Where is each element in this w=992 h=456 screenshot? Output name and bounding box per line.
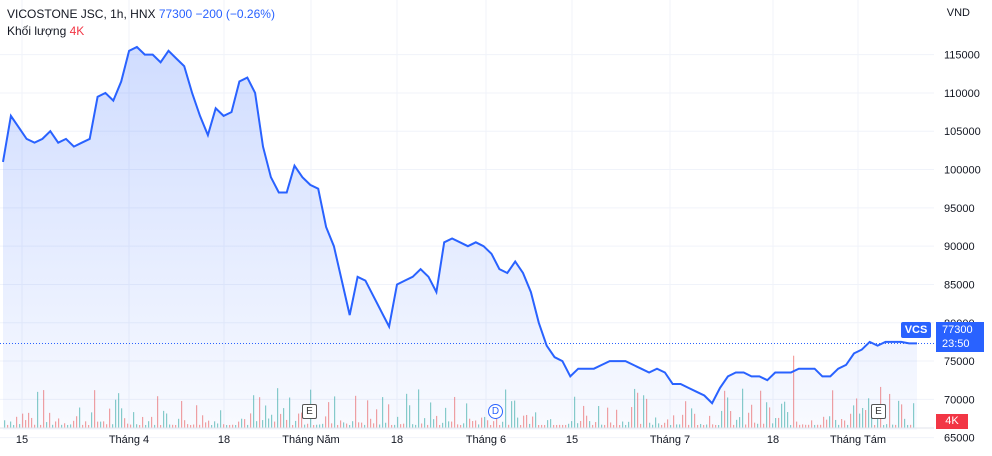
y-tick-label: 90000 <box>944 241 975 253</box>
y-tick-label: 100000 <box>944 165 981 177</box>
x-tick-label: 15 <box>566 434 578 446</box>
legend-volume-label: Khối lượng <box>7 24 67 38</box>
currency-label: VND <box>946 7 970 19</box>
legend-title: VICOSTONE JSC, 1h, HNX <box>7 7 156 21</box>
price-badge-value: 77300 <box>942 324 973 336</box>
earnings-marker[interactable]: E <box>302 404 317 419</box>
x-tick-label: 18 <box>391 434 403 446</box>
legend-title-row: VICOSTONE JSC, 1h, HNX 77300 −200 (−0.26… <box>7 6 275 23</box>
y-tick-label: 70000 <box>944 394 975 406</box>
x-tick-label: 18 <box>218 434 230 446</box>
price-area <box>3 47 917 430</box>
chart-legend: VICOSTONE JSC, 1h, HNX 77300 −200 (−0.26… <box>7 6 275 40</box>
dividend-marker[interactable]: D <box>488 404 503 419</box>
legend-change: −200 (−0.26%) <box>195 7 275 21</box>
legend-volume-value: 4K <box>69 24 85 38</box>
x-tick-label: Tháng 7 <box>650 434 690 446</box>
y-tick-label: 105000 <box>944 126 981 138</box>
time-axis: 15 Tháng 4 18 Tháng Năm 18 Tháng 6 15 Tháng 7 18… <box>16 434 886 446</box>
x-tick-label: Tháng Tám <box>830 434 886 446</box>
y-tick-label: 75000 <box>944 356 975 368</box>
x-tick-label: 18 <box>767 434 779 446</box>
y-tick-label: 85000 <box>944 279 975 291</box>
x-tick-label: Tháng Năm <box>282 434 339 446</box>
symbol-badge: VCS <box>901 322 931 338</box>
x-tick-label: 15 <box>16 434 28 446</box>
y-tick-label: 115000 <box>944 50 980 62</box>
legend-last: 77300 <box>158 7 193 21</box>
y-tick-label: 95000 <box>944 203 975 215</box>
x-tick-label: Tháng 4 <box>109 434 149 446</box>
price-line <box>2 45 917 405</box>
y-tick-label: 65000 <box>944 433 975 445</box>
y-tick-label: 110000 <box>944 88 980 100</box>
earnings-marker[interactable]: E <box>871 404 886 419</box>
x-tick-label: Tháng 6 <box>466 434 506 446</box>
volume-badge: 4K <box>936 414 968 429</box>
price-badge: 77300 23:50 <box>936 322 984 352</box>
legend-volume-row: Khối lượng 4K <box>7 23 275 40</box>
price-axis: 1150001100001050001000009500090000850008… <box>944 50 981 445</box>
price-badge-countdown: 23:50 <box>942 338 970 350</box>
